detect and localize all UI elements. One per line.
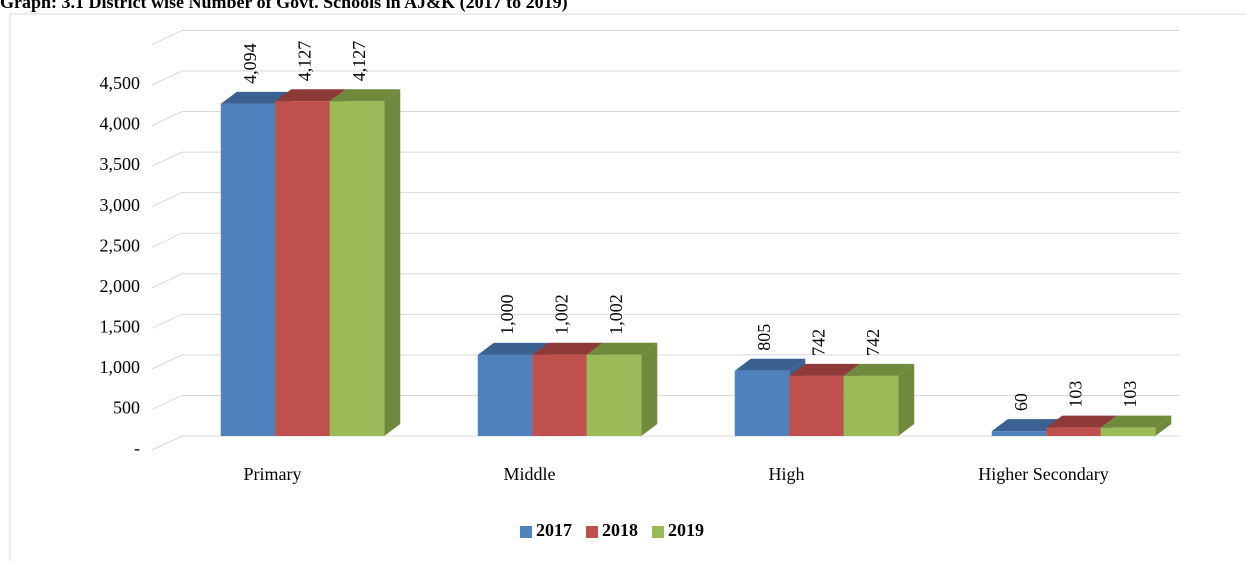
bar-front bbox=[789, 375, 844, 436]
value-label: 103 bbox=[1066, 381, 1086, 408]
legend-label: 2017 bbox=[536, 520, 572, 540]
bar-front bbox=[991, 431, 1047, 436]
grid-line bbox=[151, 273, 1180, 289]
bar-front bbox=[586, 354, 642, 436]
grid-line bbox=[151, 70, 1180, 86]
grid-line bbox=[151, 111, 1180, 127]
bar-side bbox=[641, 342, 658, 436]
grid-line bbox=[151, 192, 1180, 208]
value-label: 805 bbox=[754, 324, 774, 351]
bar-top bbox=[734, 358, 806, 371]
y-tick-label: 4,000 bbox=[100, 114, 141, 134]
legend-swatch bbox=[586, 526, 598, 538]
value-label: 1,002 bbox=[552, 294, 572, 335]
chart-title: Graph: 3.1 District wise Number of Govt.… bbox=[0, 0, 568, 13]
bar-top bbox=[991, 419, 1063, 432]
y-tick-label: 2,000 bbox=[100, 276, 141, 296]
y-tick-label: 500 bbox=[113, 398, 140, 418]
value-label: 1,000 bbox=[497, 294, 517, 335]
bar-top bbox=[789, 363, 860, 376]
bar-top bbox=[477, 342, 549, 355]
grid-line bbox=[151, 151, 1180, 167]
y-tick-label: 1,500 bbox=[100, 316, 141, 336]
bar-top bbox=[1046, 415, 1117, 428]
bar-front bbox=[477, 354, 533, 436]
wall-edge bbox=[151, 29, 1180, 45]
y-tick-label: 3,500 bbox=[100, 154, 141, 174]
x-tick-label: Higher Secondary bbox=[978, 464, 1108, 484]
bar-top bbox=[1100, 415, 1172, 428]
bar-top bbox=[532, 342, 603, 355]
bar-top bbox=[586, 342, 658, 355]
x-tick-label: High bbox=[769, 464, 805, 484]
bar-top bbox=[329, 89, 401, 102]
bar-side bbox=[898, 363, 915, 436]
y-tick-label: 2,500 bbox=[100, 235, 141, 255]
bar-top bbox=[220, 91, 292, 104]
value-label: 742 bbox=[863, 329, 883, 356]
bar-side bbox=[1155, 415, 1172, 436]
y-tick-label: - bbox=[134, 438, 140, 458]
value-label: 60 bbox=[1011, 393, 1031, 411]
y-tick-label: 1,000 bbox=[100, 357, 141, 377]
x-tick-label: Primary bbox=[244, 464, 302, 484]
value-label: 1,002 bbox=[606, 294, 626, 335]
bar-front bbox=[1046, 427, 1101, 436]
bar-front bbox=[843, 375, 899, 436]
value-label: 4,127 bbox=[349, 41, 369, 82]
grid-line bbox=[151, 435, 1180, 451]
y-tick-label: 3,000 bbox=[100, 195, 141, 215]
bar-top bbox=[275, 89, 346, 102]
value-label: 4,094 bbox=[240, 43, 260, 84]
legend-label: 2019 bbox=[668, 520, 704, 540]
bar-front bbox=[1100, 427, 1156, 436]
grid-line bbox=[151, 232, 1180, 248]
legend-swatch bbox=[652, 526, 664, 538]
bar-front bbox=[275, 101, 330, 436]
bar bbox=[586, 342, 658, 436]
bar bbox=[329, 89, 401, 436]
grid-line bbox=[151, 313, 1180, 329]
bar-front bbox=[329, 101, 385, 436]
bar-front bbox=[532, 354, 587, 436]
value-label: 4,127 bbox=[295, 41, 315, 82]
x-tick-label: Middle bbox=[504, 464, 556, 484]
grid-line bbox=[151, 354, 1180, 370]
bar-front bbox=[734, 370, 790, 436]
bar bbox=[1100, 415, 1172, 436]
value-label: 103 bbox=[1120, 381, 1140, 408]
bar-front bbox=[220, 103, 276, 436]
bar-top bbox=[843, 363, 915, 376]
bar bbox=[843, 363, 915, 436]
bar-side bbox=[384, 89, 401, 436]
legend-label: 2018 bbox=[602, 520, 638, 540]
legend-swatch bbox=[520, 526, 532, 538]
y-tick-label: 4,500 bbox=[100, 73, 141, 93]
value-label: 742 bbox=[809, 329, 829, 356]
